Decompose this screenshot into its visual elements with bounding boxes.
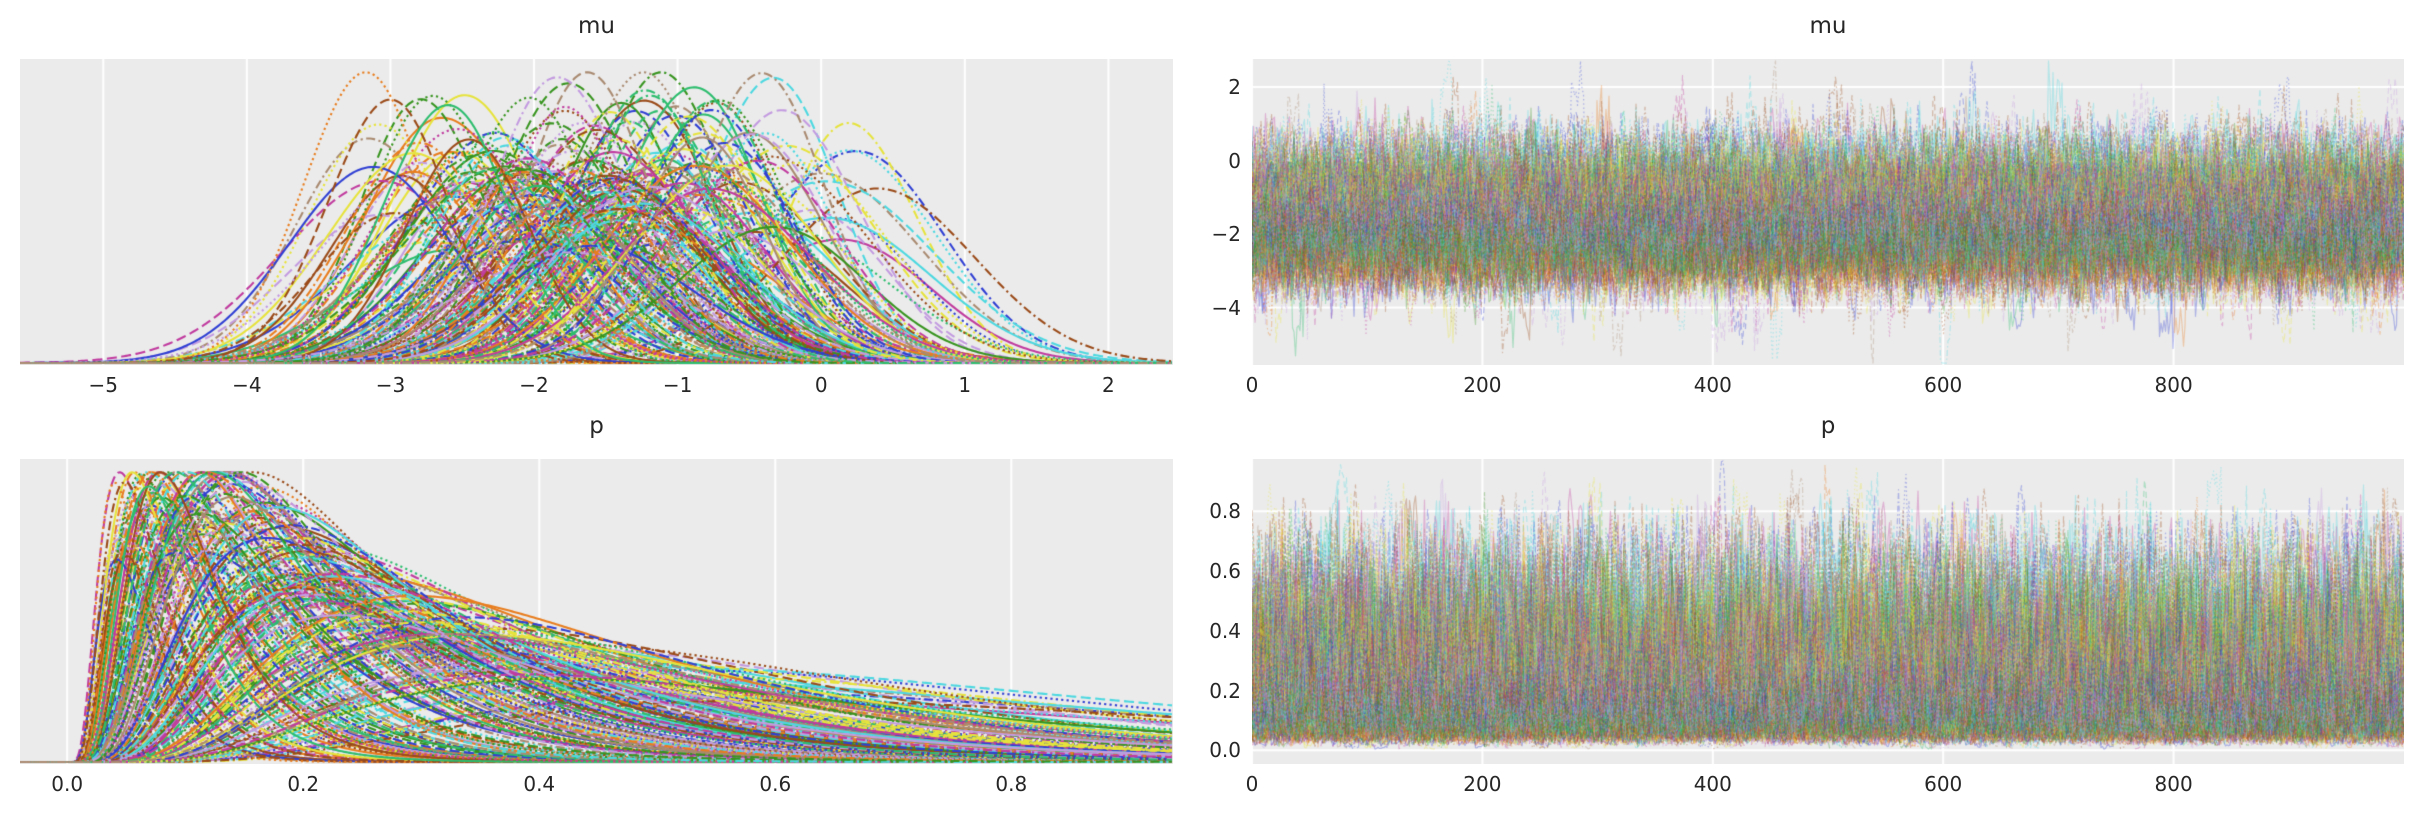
- mu-trace-y-tick-label: −4: [1211, 295, 1241, 320]
- mu-trace-x-tick-label: 0: [1245, 373, 1259, 397]
- mu-trace-x-tick-label: 600: [1924, 373, 1963, 397]
- p-kde-x-tick-label: 0.4: [523, 772, 556, 796]
- p-kde-x-tick-label: 0.8: [995, 772, 1028, 796]
- mu-kde-x-tick-label: −3: [375, 373, 406, 397]
- p-kde-density-plot: [20, 459, 1173, 764]
- p-trace-y-tick-label: 0.6: [1209, 559, 1241, 584]
- mu-kde-x-tick-label: 1: [958, 373, 972, 397]
- p-trace-x-tick-label: 600: [1924, 772, 1963, 796]
- mu-kde-density-plot: [20, 59, 1173, 365]
- mu-trace-x-tick-label: 800: [2154, 373, 2193, 397]
- panel-title-mu-trace: mu: [1809, 13, 1847, 39]
- p-trace-x-tick-label: 400: [1693, 772, 1732, 796]
- mu-kde-x-tick-label: −5: [88, 373, 119, 397]
- p-trace-y-tick-label: 0.0: [1209, 738, 1241, 763]
- mu-trace-plot: [1252, 59, 2404, 365]
- mu-kde-x-tick-label: −1: [662, 373, 693, 397]
- mu-kde-x-tick-label: 2: [1102, 373, 1115, 397]
- p-kde-x-tick-label: 0.6: [759, 772, 792, 796]
- p-trace-y-tick-label: 0.8: [1209, 499, 1241, 524]
- mu-kde-x-tick-label: −4: [232, 373, 262, 397]
- mu-kde-x-tick-label: 0: [814, 373, 828, 397]
- p-trace-x-tick-label: 0: [1245, 772, 1259, 796]
- mu-trace-y-tick-label: 2: [1228, 74, 1241, 99]
- p-trace-plot: [1252, 459, 2404, 764]
- p-kde-x-tick-label: 0.2: [287, 772, 320, 796]
- mu-trace-x-tick-label: 400: [1693, 373, 1732, 397]
- p-trace-x-tick-label: 800: [2154, 772, 2193, 796]
- mu-trace-y-tick-label: 0: [1228, 148, 1241, 173]
- mu-kde-x-tick-label: −2: [519, 373, 549, 397]
- p-trace-x-tick-label: 200: [1463, 772, 1502, 796]
- panel-title-p-trace: p: [1820, 413, 1836, 439]
- mu-trace-x-tick-label: 200: [1463, 373, 1502, 397]
- panel-title-mu-kde: mu: [578, 13, 615, 39]
- panel-title-p-kde: p: [589, 413, 604, 439]
- p-kde-x-tick-label: 0.0: [51, 772, 84, 796]
- p-trace-y-tick-label: 0.4: [1209, 618, 1241, 643]
- p-trace-y-tick-label: 0.2: [1209, 678, 1241, 703]
- mu-trace-y-tick-label: −2: [1211, 222, 1241, 247]
